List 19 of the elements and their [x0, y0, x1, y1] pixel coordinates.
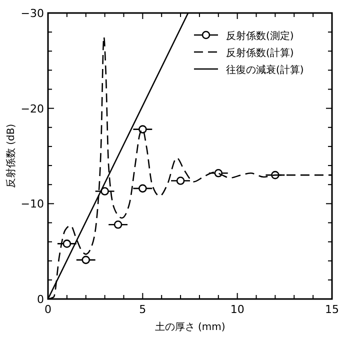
point: [176, 176, 185, 185]
x-tick-label: 15: [325, 303, 339, 316]
y-tick-label: −10: [20, 198, 44, 211]
x-axis-title: 土の厚さ (mm): [154, 321, 226, 333]
legend-label: 反射係数(測定): [226, 30, 294, 42]
y-axis-title: 反射係数 (dB): [5, 124, 17, 188]
point: [114, 220, 122, 229]
legend-label: 反射係数(計算): [226, 47, 294, 59]
y-tick-label: −30: [20, 7, 44, 20]
legend-label: 往復の減衰(計算): [226, 64, 304, 76]
point: [138, 184, 147, 193]
point: [100, 187, 109, 196]
y-tick-label: −20: [20, 102, 44, 116]
point: [82, 256, 90, 264]
x-tick-label: 10: [230, 303, 244, 316]
x-tick-label: 5: [139, 303, 146, 316]
point: [138, 125, 147, 134]
y-tick-label: 0: [37, 293, 44, 306]
point: [62, 240, 72, 248]
